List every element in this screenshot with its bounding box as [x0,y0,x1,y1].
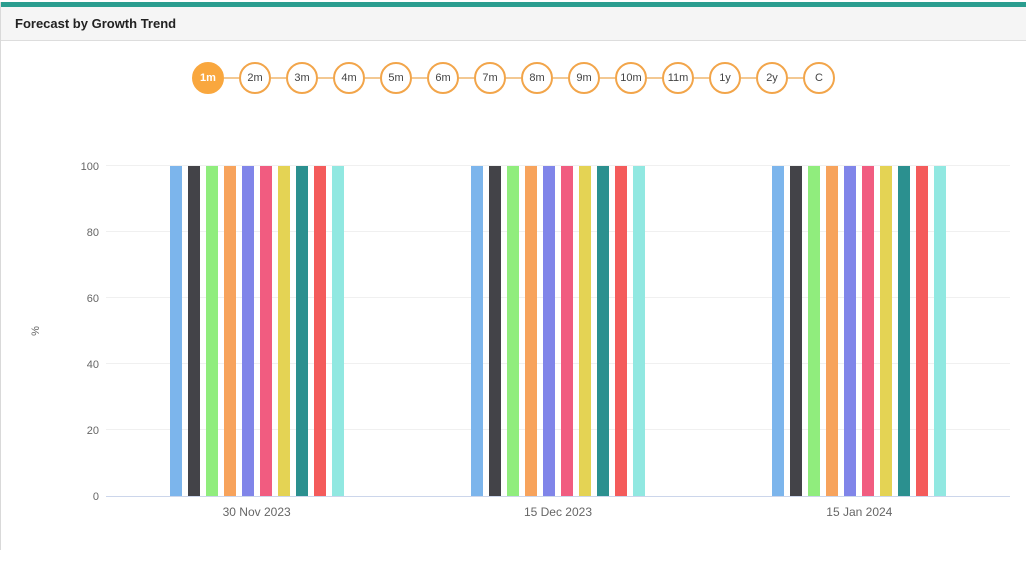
range-connector [647,77,662,79]
range-button-4m[interactable]: 4m [333,62,365,94]
range-connector [553,77,568,79]
range-button-3m[interactable]: 3m [286,62,318,94]
bar-series-4[interactable] [826,166,839,496]
range-connector [694,77,709,79]
bar-series-10[interactable] [934,166,947,496]
panel-title: Forecast by Growth Trend [15,16,177,31]
panel-header: Forecast by Growth Trend [1,7,1026,41]
bar-series-6[interactable] [560,166,573,496]
gridline [106,165,1010,166]
range-connector [506,77,521,79]
bar-series-1[interactable] [772,166,785,496]
panel-content: 1m 2m 3m 4m 5m 6m 7m 8m 9m 10m 11m 1y 2y C % 0 20 40 60 8… [1,61,1026,567]
x-category-label: 15 Jan 2024 [826,505,893,519]
range-button-1m[interactable]: 1m [192,62,224,94]
bar-series-9[interactable] [614,166,627,496]
bar-series-2[interactable] [790,166,803,496]
bar-group [407,166,708,496]
range-button-10m[interactable]: 10m [615,62,647,94]
range-button-11m[interactable]: 11m [662,62,694,94]
bar-series-10[interactable] [331,166,344,496]
bar-series-3[interactable] [506,166,519,496]
bar-series-9[interactable] [916,166,929,496]
range-connector [741,77,756,79]
range-connector [412,77,427,79]
bar-series-3[interactable] [808,166,821,496]
bar-series-2[interactable] [488,166,501,496]
range-button-c[interactable]: C [803,62,835,94]
range-button-6m[interactable]: 6m [427,62,459,94]
bar-series-5[interactable] [844,166,857,496]
y-tick-label: 0 [92,491,99,503]
bar-series-9[interactable] [313,166,326,496]
y-tick-label: 20 [86,425,99,437]
bar-series-4[interactable] [223,166,236,496]
bar-series-2[interactable] [187,166,200,496]
range-connector [271,77,286,79]
bar-series-3[interactable] [205,166,218,496]
range-connector [318,77,333,79]
range-button-9m[interactable]: 9m [568,62,600,94]
range-connector [459,77,474,79]
range-connector [224,77,239,79]
bar-series-10[interactable] [632,166,645,496]
range-button-2m[interactable]: 2m [239,62,271,94]
gridline [106,297,1010,298]
bar-series-5[interactable] [241,166,254,496]
y-tick-label: 100 [80,161,99,173]
bar-series-6[interactable] [259,166,272,496]
bar-groups [106,166,1010,496]
plot-area: 0 20 40 60 80 100 [81,161,1010,503]
x-axis-labels: 30 Nov 2023 15 Dec 2023 15 Jan 2024 [106,505,1010,519]
bar-series-8[interactable] [898,166,911,496]
bar-series-1[interactable] [169,166,182,496]
x-category-label: 15 Dec 2023 [523,505,593,519]
range-button-1y[interactable]: 1y [709,62,741,94]
gridline [106,429,1010,430]
bar-series-5[interactable] [542,166,555,496]
y-axis-title: % [29,326,42,336]
range-button-7m[interactable]: 7m [474,62,506,94]
y-tick-label: 60 [86,293,99,305]
bar-series-7[interactable] [277,166,290,496]
bar-series-8[interactable] [295,166,308,496]
top-accent-bar [1,2,1026,7]
y-tick-label: 40 [86,359,99,371]
gridline [106,231,1010,232]
bar-group [709,166,1010,496]
forecast-panel: Forecast by Growth Trend 1m 2m 3m 4m 5m 6m 7m 8… [0,2,1026,550]
bar-series-4[interactable] [524,166,537,496]
growth-trend-chart: % 0 20 40 60 80 100 30 Nov 2023 15 Dec 2023 15 … [1,161,1026,567]
bar-series-1[interactable] [470,166,483,496]
range-button-2y[interactable]: 2y [756,62,788,94]
bar-series-7[interactable] [880,166,893,496]
range-button-8m[interactable]: 8m [521,62,553,94]
gridline [106,363,1010,364]
bar-series-8[interactable] [596,166,609,496]
bar-series-6[interactable] [862,166,875,496]
x-category-label: 30 Nov 2023 [222,505,291,519]
range-selector: 1m 2m 3m 4m 5m 6m 7m 8m 9m 10m 11m 1y 2y C [1,61,1026,95]
range-connector [600,77,615,79]
bar-series-7[interactable] [578,166,591,496]
range-button-5m[interactable]: 5m [380,62,412,94]
range-connector [788,77,803,79]
range-connector [365,77,380,79]
bar-group [106,166,407,496]
y-tick-label: 80 [86,227,99,239]
